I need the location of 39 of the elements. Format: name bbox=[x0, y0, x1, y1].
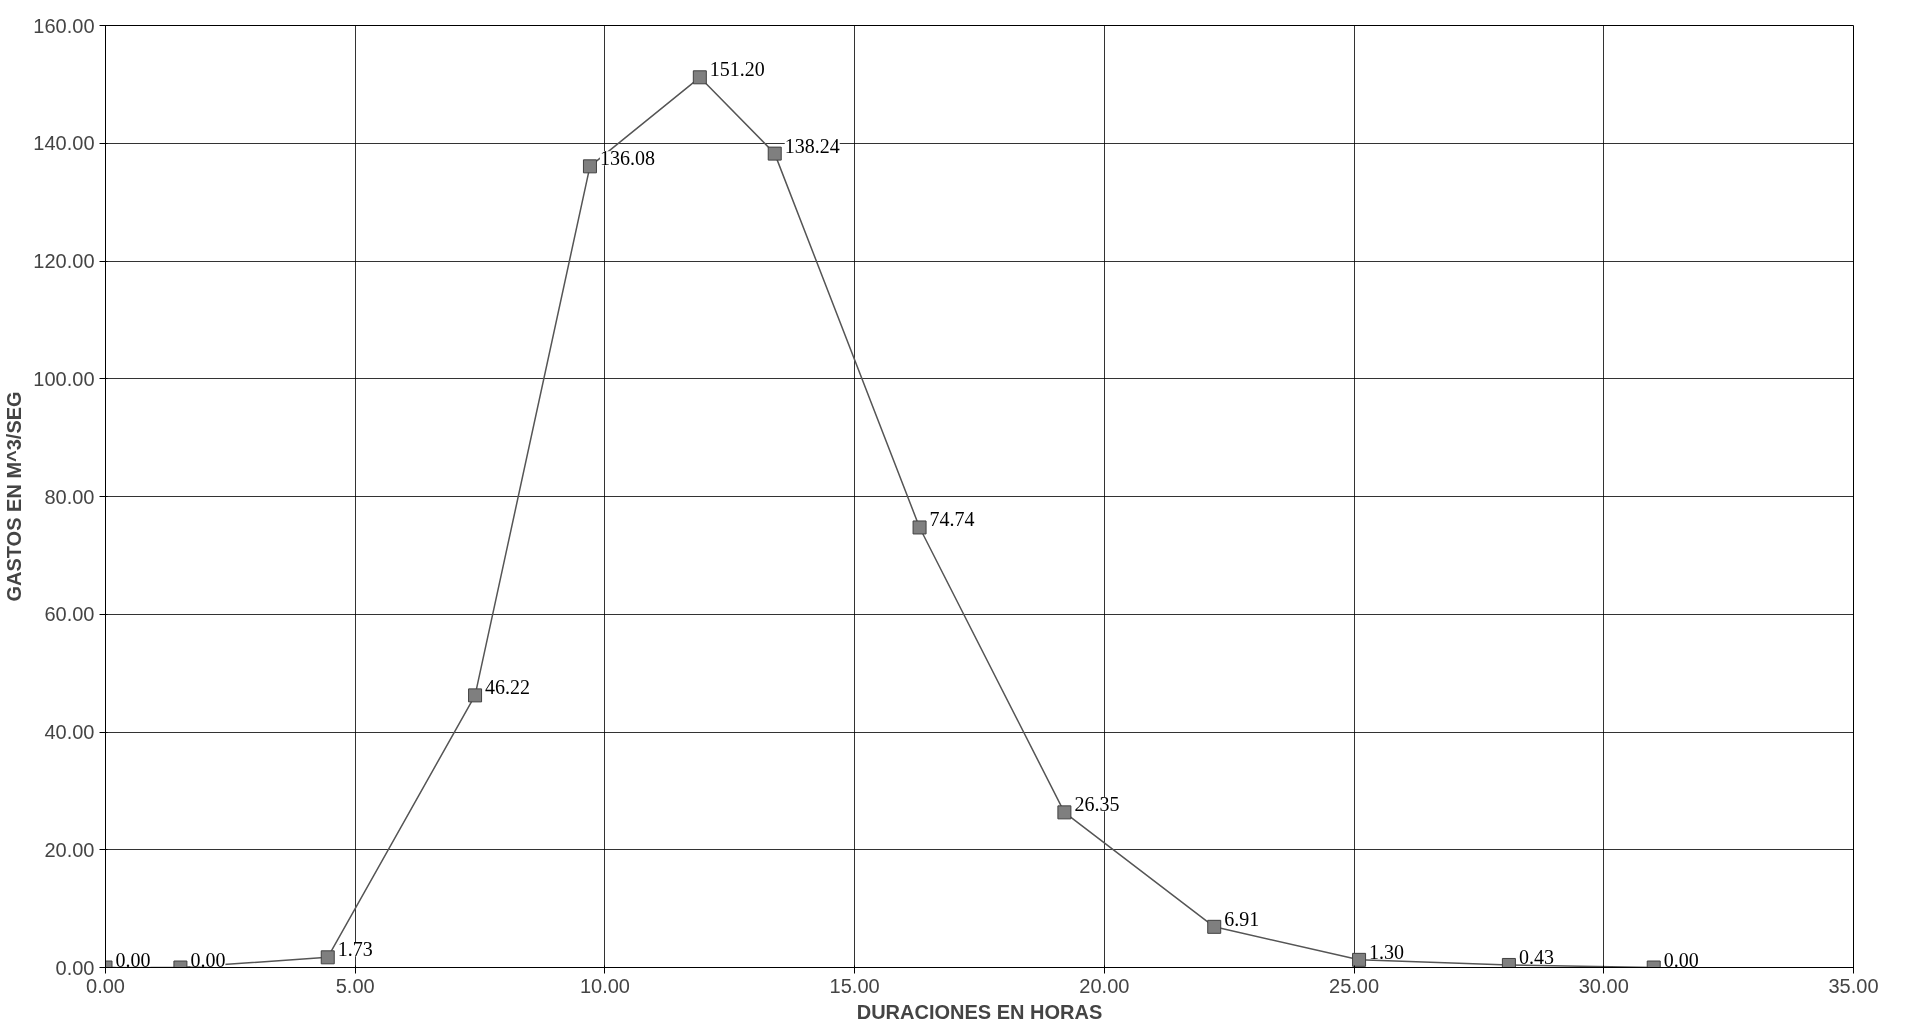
x-tick-label: 15.00 bbox=[829, 974, 880, 997]
data-label: 138.24 bbox=[784, 134, 840, 157]
y-tick-label: 140.00 bbox=[33, 132, 95, 155]
y-axis-title: GASTOS EN M^3/SEG bbox=[3, 391, 26, 602]
point bbox=[767, 146, 782, 161]
point bbox=[1207, 919, 1222, 934]
point bbox=[582, 159, 597, 174]
data-label: 0.00 bbox=[190, 948, 226, 971]
x-tick-label: 5.00 bbox=[335, 974, 375, 997]
x-tick-label: 25.00 bbox=[1329, 974, 1380, 997]
x-tick-label: 10.00 bbox=[579, 974, 630, 997]
x-tick-label: 30.00 bbox=[1578, 974, 1629, 997]
data-label: 46.22 bbox=[485, 676, 531, 699]
data-label: 1.73 bbox=[337, 938, 373, 961]
data-label: 74.74 bbox=[929, 508, 975, 531]
point bbox=[1057, 805, 1072, 820]
y-tick-label: 20.00 bbox=[44, 838, 95, 861]
y-tick-label: 160.00 bbox=[33, 14, 95, 37]
data-label: 26.35 bbox=[1074, 793, 1120, 816]
point bbox=[692, 70, 707, 85]
data-label: 6.91 bbox=[1224, 907, 1260, 930]
y-tick-label: 80.00 bbox=[44, 485, 95, 508]
x-tick-label: 20.00 bbox=[1079, 974, 1130, 997]
point bbox=[320, 950, 335, 965]
data-label: 0.00 bbox=[1663, 948, 1699, 971]
data-label: 151.20 bbox=[709, 58, 765, 81]
data-label: 136.08 bbox=[599, 147, 655, 170]
y-tick-label: 120.00 bbox=[33, 250, 95, 272]
data-label: 0.43 bbox=[1518, 945, 1554, 968]
point bbox=[912, 520, 927, 535]
data-label: 0.00 bbox=[115, 948, 151, 971]
point bbox=[468, 688, 483, 703]
y-tick-label: 60.00 bbox=[44, 603, 95, 626]
point bbox=[1352, 952, 1367, 967]
data-label: 1.30 bbox=[1369, 940, 1405, 963]
y-tick-label: 100.00 bbox=[33, 367, 95, 390]
y-tick-label: 40.00 bbox=[44, 721, 95, 743]
x-axis-title: DURACIONES EN HORAS bbox=[856, 1000, 1103, 1023]
x-tick-label: 35.00 bbox=[1828, 974, 1879, 997]
